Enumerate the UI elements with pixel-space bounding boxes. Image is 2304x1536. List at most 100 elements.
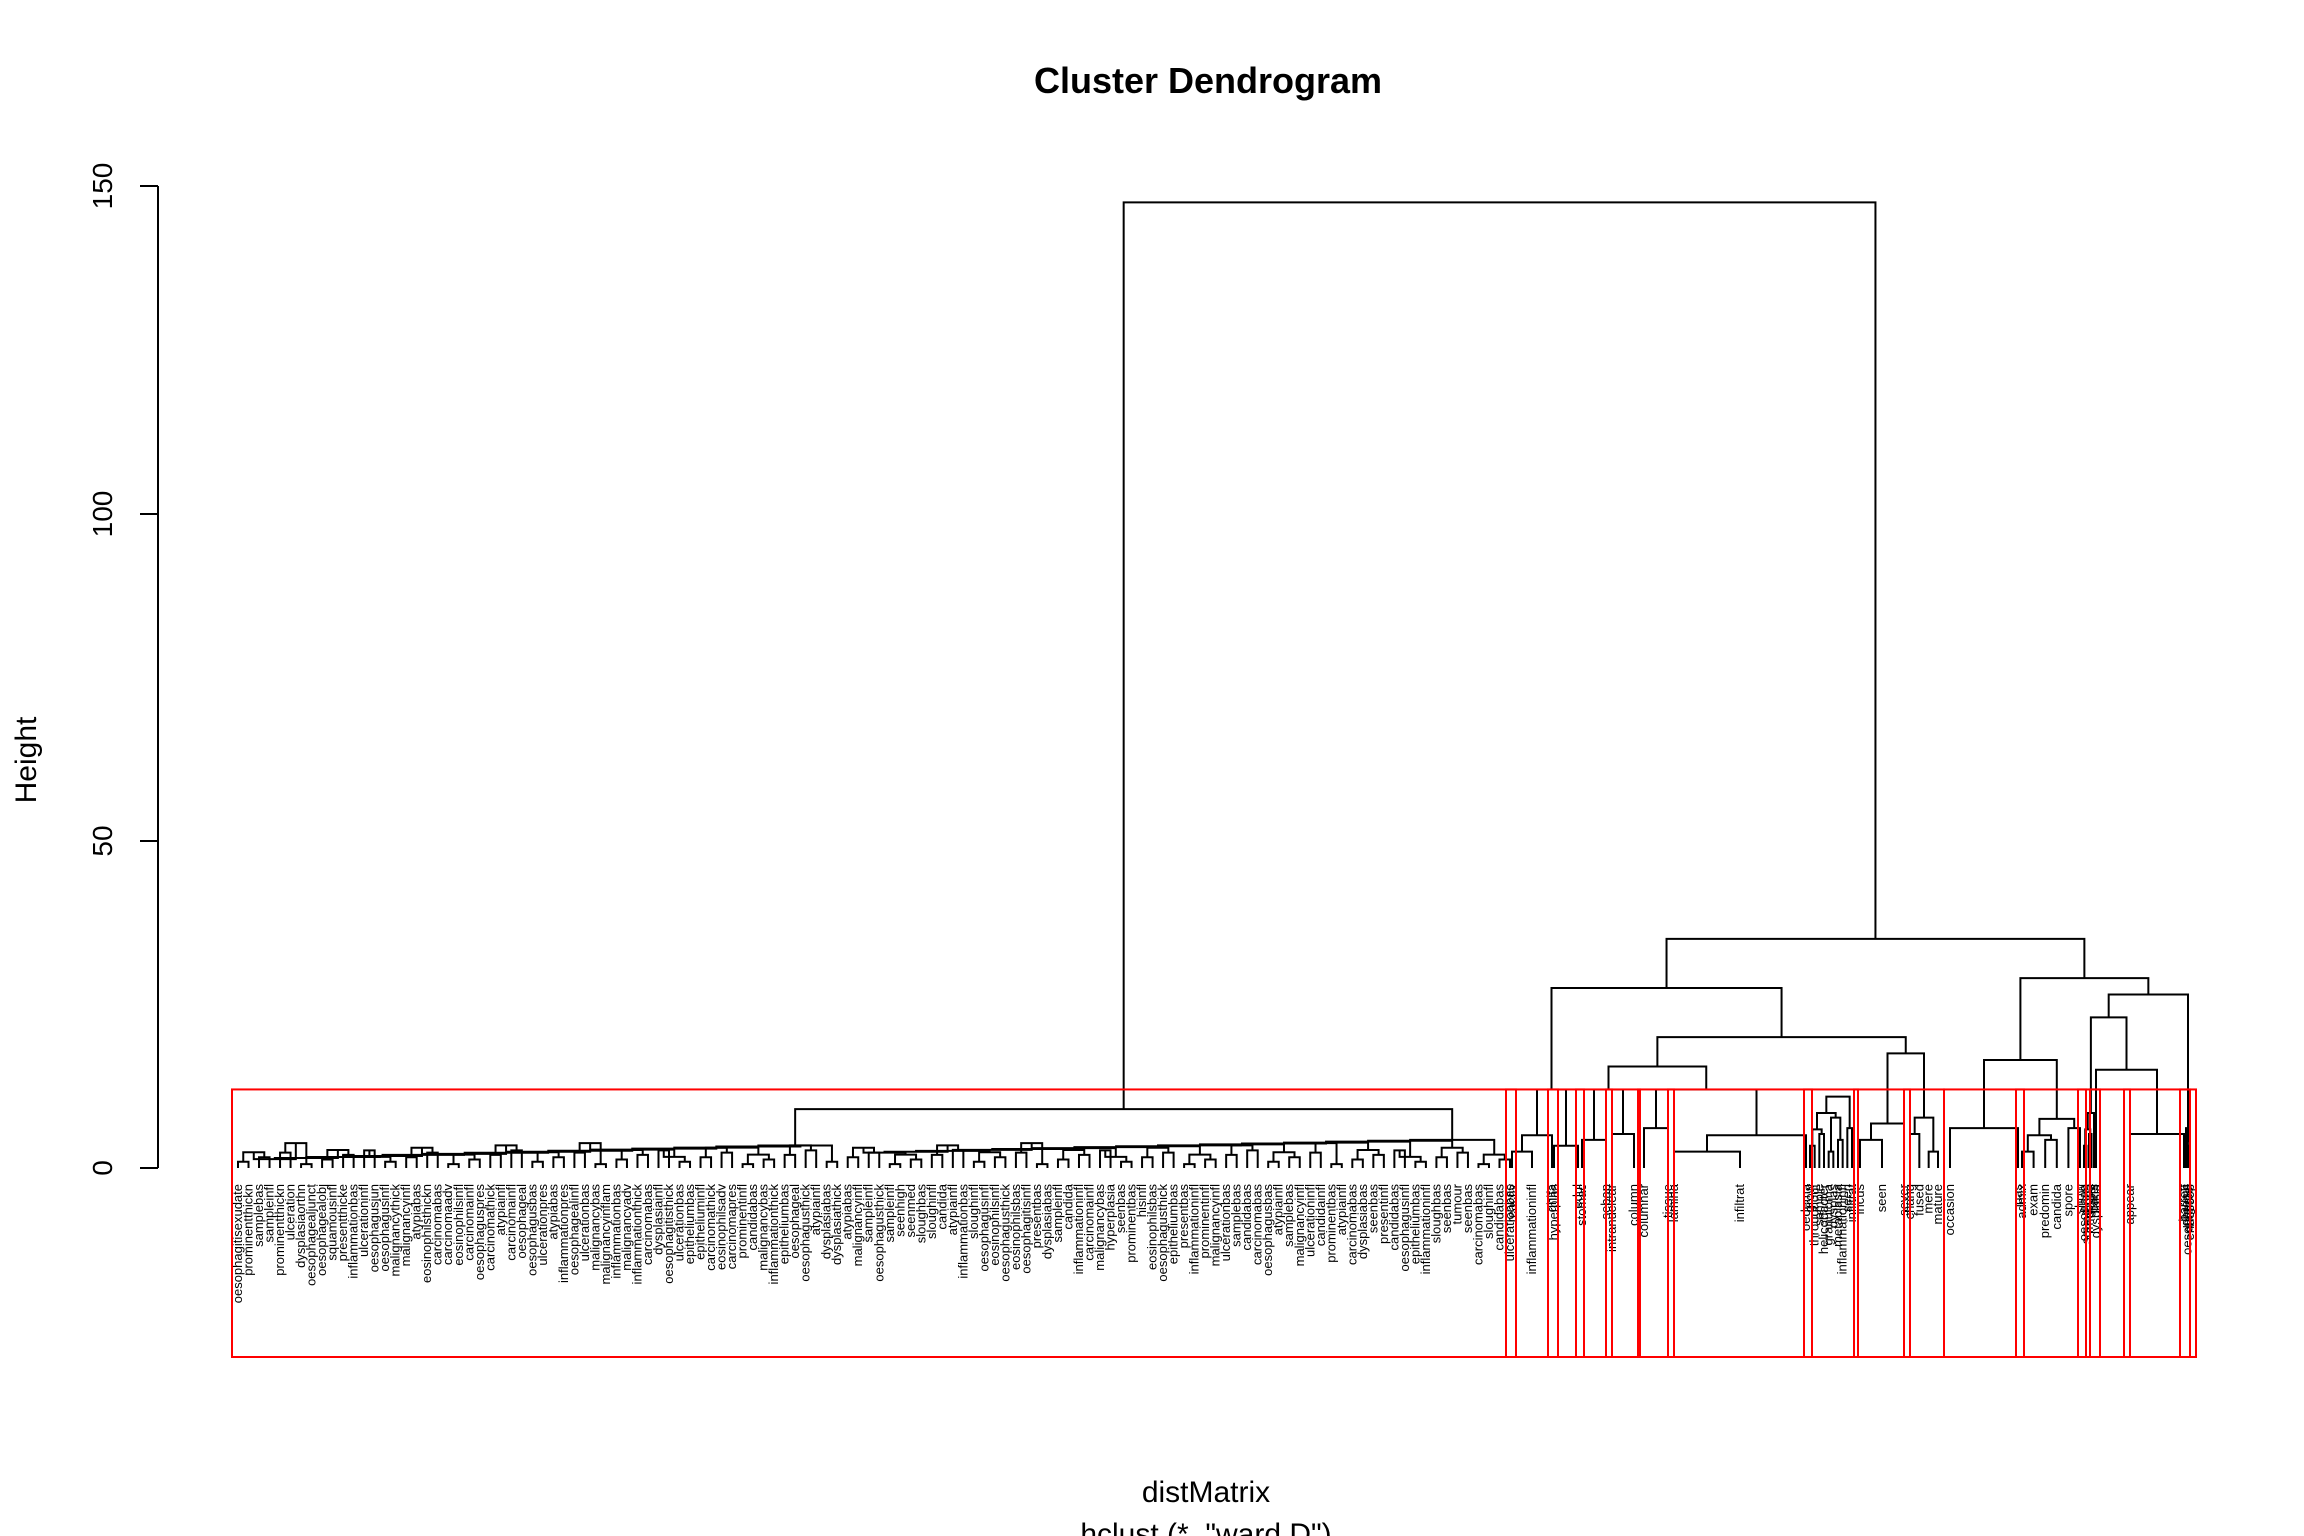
- leaf-label: sloughinfl: [966, 1184, 981, 1239]
- leaf-label: seenmed: [903, 1184, 918, 1237]
- leaf-label: dysplasiabas: [1039, 1184, 1054, 1260]
- merge-link: [1611, 1132, 1635, 1168]
- leaf-label: carcinomainfl: [461, 1184, 476, 1261]
- leaf-label: show: [2072, 1183, 2087, 1214]
- leaf-label: prominentthickn: [272, 1184, 287, 1276]
- leaf-label: malignancybas: [587, 1184, 602, 1271]
- merge-link: [1288, 1156, 1301, 1168]
- merge-link: [1825, 1095, 1851, 1129]
- leaf-label: hisinfl: [1134, 1184, 1149, 1217]
- merge-link: [1035, 1163, 1049, 1168]
- leaf-label: prominentinfl: [735, 1184, 750, 1259]
- leaf-label: prominentthickn: [241, 1184, 256, 1276]
- merge-link: [447, 1163, 460, 1168]
- merge-link: [1927, 1150, 1939, 1168]
- leaf-label: infiltrat: [1844, 1184, 1859, 1223]
- cluster-box: [1605, 1088, 1641, 1358]
- leaf-label: oesophageal: [514, 1184, 529, 1259]
- merge-link: [762, 1158, 776, 1168]
- leaf-label: seen: [1874, 1184, 1889, 1212]
- leaf-label: presentbas: [1029, 1184, 1044, 1249]
- leaf-label: edul: [1570, 1184, 1585, 1209]
- leaf-label: malignancyinflam: [598, 1184, 613, 1284]
- cluster-box: [1505, 1088, 1559, 1358]
- cluster-box: [1803, 1088, 1859, 1358]
- chart-title: Cluster Dendrogram: [1034, 60, 1382, 101]
- cluster-box: [231, 1088, 1517, 1358]
- leaf-label: carcinomabas: [1250, 1184, 1265, 1265]
- leaf-label: malignancyadv: [619, 1184, 634, 1271]
- merge-link: [1607, 1065, 1708, 1090]
- leaf-label: oesophagealinfl: [566, 1184, 581, 1275]
- merge-link: [594, 1163, 607, 1168]
- leaf-label: malignancybas: [756, 1184, 771, 1271]
- leaf-label: carcinomabas: [1344, 1184, 1359, 1265]
- leaf-label: oesophagealobj: [314, 1184, 329, 1276]
- merge-link: [405, 1156, 418, 1168]
- leaf-label: epitheliuminfl: [693, 1184, 708, 1260]
- leaf-label: prominentbas: [1323, 1184, 1338, 1263]
- cluster-box: [1575, 1088, 1613, 1358]
- leaf-label: candidainfl: [1313, 1184, 1328, 1246]
- leaf-label: oedema: [1798, 1183, 1813, 1231]
- leaf-label: oesophagitisexudate: [230, 1184, 245, 1303]
- leaf-label: mucosa: [2081, 1183, 2096, 1229]
- leaf-label: candida: [1060, 1183, 1075, 1229]
- leaf-label: admix: [2014, 1184, 2029, 1219]
- y-tick-label-150: 150: [87, 163, 118, 210]
- merge-link: [384, 1160, 397, 1168]
- leaf-label: oesophagusthick: [798, 1184, 813, 1282]
- leaf-label: ulcerationinfl: [356, 1184, 371, 1257]
- merge-link: [993, 1156, 1007, 1168]
- leaf-label: malignancybas: [1092, 1184, 1107, 1271]
- merge-link: [2129, 1132, 2185, 1168]
- merge-link: [1837, 1138, 1844, 1168]
- leaf-label: oesophagitisinfl: [1018, 1184, 1033, 1274]
- leaf-label: atypiainfl: [1271, 1184, 1286, 1235]
- leaf-label: seenbas: [1439, 1184, 1454, 1234]
- x-axis-label: distMatrix: [1142, 1476, 1270, 1509]
- merge-link: [573, 1151, 586, 1168]
- leaf-label: tumour: [1449, 1183, 1464, 1224]
- merge-link: [1309, 1151, 1322, 1168]
- leaf-label: candidabas: [745, 1184, 760, 1251]
- leaf-label: stomac: [1574, 1184, 1589, 1226]
- merge-link: [1204, 1158, 1217, 1168]
- merge-link: [1983, 1058, 2058, 1129]
- leaf-label: oesophagusinfl: [976, 1184, 991, 1272]
- merge-link: [783, 1153, 797, 1168]
- leaf-label: inflammationinfl: [1418, 1184, 1433, 1274]
- leaf-label: eosinophilsinfl: [451, 1184, 466, 1266]
- merge-link: [300, 1163, 313, 1168]
- merge-link: [1120, 1160, 1133, 1168]
- merge-link: [305, 1156, 381, 1159]
- leaf-label: granuloma: [1821, 1183, 1836, 1245]
- leaf-label: oesophagealjunct: [304, 1184, 319, 1286]
- merge-link: [1665, 937, 2086, 988]
- merge-link: [1141, 1156, 1154, 1168]
- leaf-label: pas: [2010, 1184, 2025, 1205]
- merge-link: [636, 1153, 649, 1168]
- leaf-label: sloughbas: [913, 1184, 928, 1244]
- leaf-label: sample: [1811, 1184, 1826, 1226]
- leaf-label: inflammationinfl: [1524, 1184, 1539, 1274]
- merge-link: [991, 1148, 1075, 1151]
- merge-link: [846, 1156, 860, 1168]
- leaf-label: helicobacter: [1816, 1183, 1831, 1254]
- leaf-label: presentbas: [1176, 1184, 1191, 1249]
- leaf-label: seenbas: [1365, 1184, 1380, 1234]
- leaf-label: oesophagusbas: [524, 1184, 539, 1276]
- cluster-box: [1853, 1088, 1911, 1358]
- y-tick-label-50: 50: [87, 825, 118, 856]
- leaf-label: candidabas: [1491, 1184, 1506, 1251]
- x-axis-subtitle: hclust (*, "ward.D"): [1080, 1518, 1331, 1536]
- merge-link: [1330, 1163, 1343, 1168]
- leaf-label: sampleinfl: [861, 1184, 876, 1243]
- leaf-label: throughout: [1807, 1184, 1822, 1247]
- leaf-label: dysplasiabas: [1355, 1184, 1370, 1260]
- leaf-label: inflammationthick: [766, 1184, 781, 1285]
- merge-link: [1435, 1156, 1448, 1168]
- leaf-label: oesophagusjun: [367, 1184, 382, 1272]
- cluster-box: [2179, 1088, 2197, 1358]
- leaf-label: atypiabas: [840, 1184, 855, 1240]
